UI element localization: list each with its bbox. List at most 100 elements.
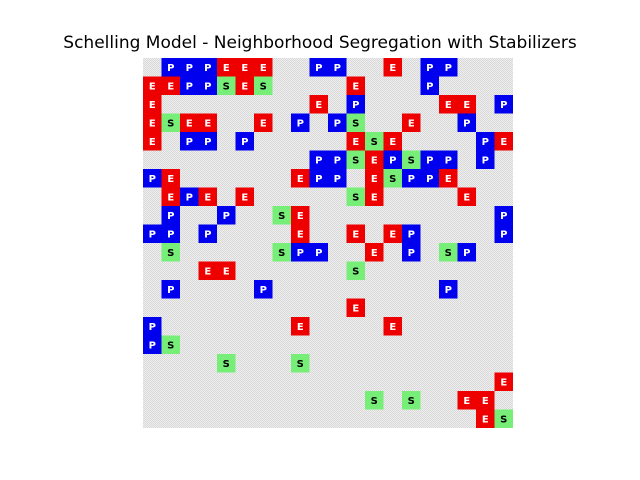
e-agent-cell — [143, 95, 162, 114]
cell-label: P — [204, 81, 211, 92]
e-agent-cell — [217, 58, 236, 77]
e-agent-cell — [365, 150, 384, 169]
s-stabilizer-cell — [365, 391, 384, 410]
cell-label: P — [426, 63, 433, 74]
e-agent-cell — [143, 76, 162, 95]
p-agent-cell — [476, 132, 495, 151]
p-agent-cell — [309, 58, 328, 77]
s-stabilizer-cell — [346, 187, 365, 206]
cell-label: P — [315, 248, 322, 259]
cell-label: E — [260, 63, 267, 74]
e-agent-cell — [365, 187, 384, 206]
cell-label: S — [408, 155, 415, 166]
cell-label: S — [352, 118, 359, 129]
cell-label: E — [463, 192, 470, 203]
p-agent-cell — [180, 187, 199, 206]
cell-label: S — [389, 174, 396, 185]
cell-label: P — [408, 229, 415, 240]
p-agent-cell — [161, 224, 180, 243]
e-agent-cell — [476, 409, 495, 428]
cell-label: P — [334, 63, 341, 74]
cell-label: S — [352, 266, 359, 277]
s-stabilizer-cell — [439, 243, 458, 262]
p-agent-cell — [439, 150, 458, 169]
cell-label: S — [371, 137, 378, 148]
cell-label: E — [371, 248, 378, 259]
cell-label: P — [167, 211, 174, 222]
cell-label: E — [204, 266, 211, 277]
cell-label: E — [149, 118, 156, 129]
e-agent-cell — [439, 169, 458, 188]
cell-label: P — [186, 192, 193, 203]
p-agent-cell — [420, 150, 439, 169]
cell-label: E — [389, 229, 396, 240]
e-agent-cell — [457, 95, 476, 114]
e-agent-cell — [346, 224, 365, 243]
p-agent-cell — [180, 58, 199, 77]
cell-label: E — [315, 100, 322, 111]
cell-label: S — [167, 118, 174, 129]
p-agent-cell — [328, 113, 347, 132]
e-agent-cell — [383, 132, 402, 151]
e-agent-cell — [217, 261, 236, 280]
p-agent-cell — [494, 95, 513, 114]
cell-label: P — [223, 211, 230, 222]
cell-label: S — [297, 359, 304, 370]
cell-label: S — [352, 155, 359, 166]
p-agent-cell — [328, 150, 347, 169]
e-agent-cell — [476, 391, 495, 410]
cell-label: P — [149, 174, 156, 185]
cell-label: E — [241, 81, 248, 92]
p-agent-cell — [420, 76, 439, 95]
e-agent-cell — [291, 317, 310, 336]
cell-label: S — [260, 81, 267, 92]
s-stabilizer-cell — [346, 261, 365, 280]
e-agent-cell — [439, 95, 458, 114]
cell-label: E — [500, 377, 507, 388]
e-agent-cell — [161, 187, 180, 206]
cell-label: E — [389, 322, 396, 333]
e-agent-cell — [291, 206, 310, 225]
cell-label: P — [463, 248, 470, 259]
cell-label: E — [371, 192, 378, 203]
s-stabilizer-cell — [217, 76, 236, 95]
p-agent-cell — [161, 280, 180, 299]
cell-label: E — [463, 100, 470, 111]
cell-label: P — [204, 63, 211, 74]
p-agent-cell — [439, 58, 458, 77]
s-stabilizer-cell — [346, 113, 365, 132]
s-stabilizer-cell — [346, 150, 365, 169]
p-agent-cell — [402, 243, 421, 262]
p-agent-cell — [309, 150, 328, 169]
e-agent-cell — [494, 372, 513, 391]
p-agent-cell — [198, 76, 217, 95]
cell-label: E — [204, 192, 211, 203]
cell-label: P — [389, 155, 396, 166]
cell-label: P — [186, 63, 193, 74]
cell-label: P — [445, 63, 452, 74]
cell-label: E — [352, 303, 359, 314]
p-agent-cell — [309, 169, 328, 188]
cell-label: S — [167, 340, 174, 351]
cell-label: S — [352, 192, 359, 203]
p-agent-cell — [217, 206, 236, 225]
cell-label: S — [500, 414, 507, 425]
cell-label: E — [445, 174, 452, 185]
p-agent-cell — [402, 224, 421, 243]
cell-label: P — [186, 81, 193, 92]
p-agent-cell — [328, 169, 347, 188]
cell-label: P — [167, 229, 174, 240]
p-agent-cell — [161, 206, 180, 225]
cell-label: P — [186, 137, 193, 148]
cell-label: P — [426, 174, 433, 185]
cell-label: E — [408, 118, 415, 129]
e-agent-cell — [235, 76, 254, 95]
s-stabilizer-cell — [272, 243, 291, 262]
cell-label: S — [445, 248, 452, 259]
cell-label: E — [500, 137, 507, 148]
p-agent-cell — [346, 95, 365, 114]
p-agent-cell — [420, 58, 439, 77]
cell-label: P — [408, 248, 415, 259]
e-agent-cell — [143, 132, 162, 151]
